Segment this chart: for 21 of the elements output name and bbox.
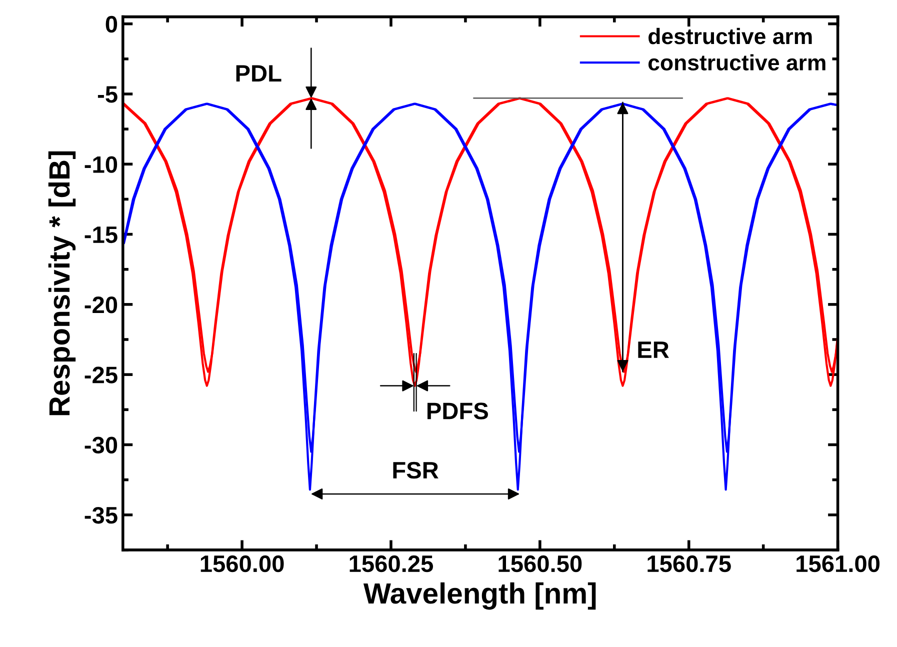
x-tick-label: 1560.00 [200, 555, 284, 572]
y-tick-label: -35 [84, 506, 118, 524]
x-tick-label: 1560.25 [350, 555, 433, 572]
x-tick-label: 1560.75 [648, 555, 731, 572]
legend-label: destructive arm [648, 28, 812, 44]
annotation: FSR [393, 462, 438, 479]
x-tick-label: 1561.00 [796, 555, 880, 572]
x-axis-title: Wavelength [nm] [363, 582, 596, 610]
y-tick-label: -10 [84, 156, 118, 173]
y-axis-title: Responsivity * [dB] [48, 151, 76, 416]
x-tick-label: 1560.50 [498, 555, 582, 572]
y-tick-label: -25 [84, 366, 118, 384]
y-tick-label: -5 [98, 86, 118, 103]
y-tick-label: -15 [84, 226, 118, 244]
y-tick-label: 0 [106, 16, 118, 33]
annotation: PDFS [428, 402, 488, 420]
y-tick-label: -20 [84, 296, 118, 314]
y-tick-label: -30 [84, 436, 118, 454]
annotation: ER [638, 342, 669, 358]
legend-label: constructive arm [648, 54, 826, 71]
annotation: PDL [236, 65, 282, 82]
